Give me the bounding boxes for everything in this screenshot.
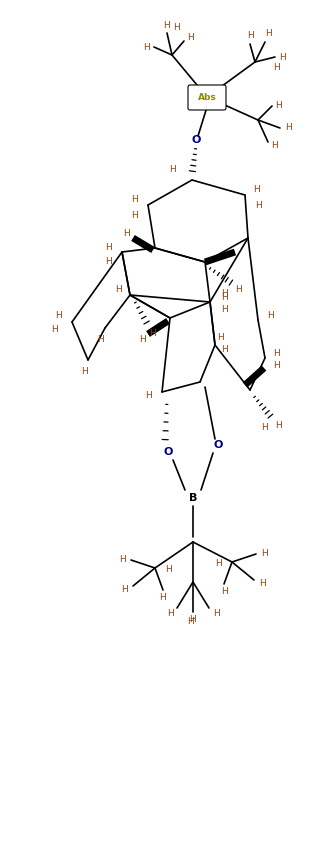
Text: H: H <box>167 609 173 619</box>
Text: H: H <box>274 348 280 358</box>
Text: H: H <box>215 560 221 569</box>
Text: H: H <box>254 186 260 194</box>
Text: H: H <box>148 328 156 338</box>
Text: H: H <box>280 53 286 61</box>
Text: H: H <box>105 257 111 266</box>
Text: H: H <box>51 326 57 334</box>
Text: H: H <box>172 23 180 33</box>
Text: H: H <box>124 230 130 238</box>
Text: H: H <box>122 585 128 594</box>
Text: H: H <box>160 594 166 602</box>
Text: H: H <box>276 101 282 111</box>
Text: H: H <box>259 579 265 588</box>
Text: O: O <box>191 135 201 145</box>
Text: H: H <box>284 124 292 132</box>
Text: H: H <box>260 550 268 558</box>
Text: H: H <box>188 33 194 41</box>
Text: H: H <box>144 42 150 52</box>
Text: H: H <box>256 200 262 209</box>
Text: H: H <box>166 566 172 575</box>
Text: H: H <box>164 21 170 29</box>
Text: H: H <box>190 615 196 625</box>
Text: H: H <box>271 142 277 150</box>
Text: H: H <box>115 285 121 295</box>
Text: H: H <box>220 293 228 302</box>
Text: O: O <box>213 440 223 450</box>
Text: H: H <box>217 333 223 341</box>
Text: H: H <box>236 285 242 295</box>
Text: O: O <box>163 447 173 457</box>
Text: B: B <box>189 493 197 503</box>
Text: H: H <box>247 31 253 41</box>
Text: H: H <box>274 63 280 73</box>
Text: H: H <box>120 556 126 564</box>
Text: H: H <box>105 243 111 251</box>
Text: H: H <box>260 423 268 433</box>
Text: H: H <box>131 195 137 205</box>
Text: H: H <box>169 166 175 175</box>
Text: H: H <box>188 618 194 626</box>
Text: H: H <box>212 609 220 619</box>
Text: H: H <box>222 346 228 354</box>
Text: Abs: Abs <box>198 92 216 101</box>
Text: H: H <box>220 588 228 596</box>
Text: H: H <box>267 310 273 320</box>
Text: H: H <box>131 211 137 219</box>
Text: H: H <box>266 29 272 39</box>
FancyBboxPatch shape <box>188 85 226 110</box>
Text: H: H <box>274 361 280 371</box>
Text: H: H <box>275 421 281 429</box>
Text: H: H <box>82 367 88 377</box>
Text: H: H <box>222 289 228 298</box>
Text: H: H <box>55 312 61 321</box>
Text: H: H <box>98 335 104 345</box>
Text: H: H <box>220 306 228 314</box>
Text: H: H <box>145 391 151 399</box>
Text: H: H <box>139 335 145 345</box>
